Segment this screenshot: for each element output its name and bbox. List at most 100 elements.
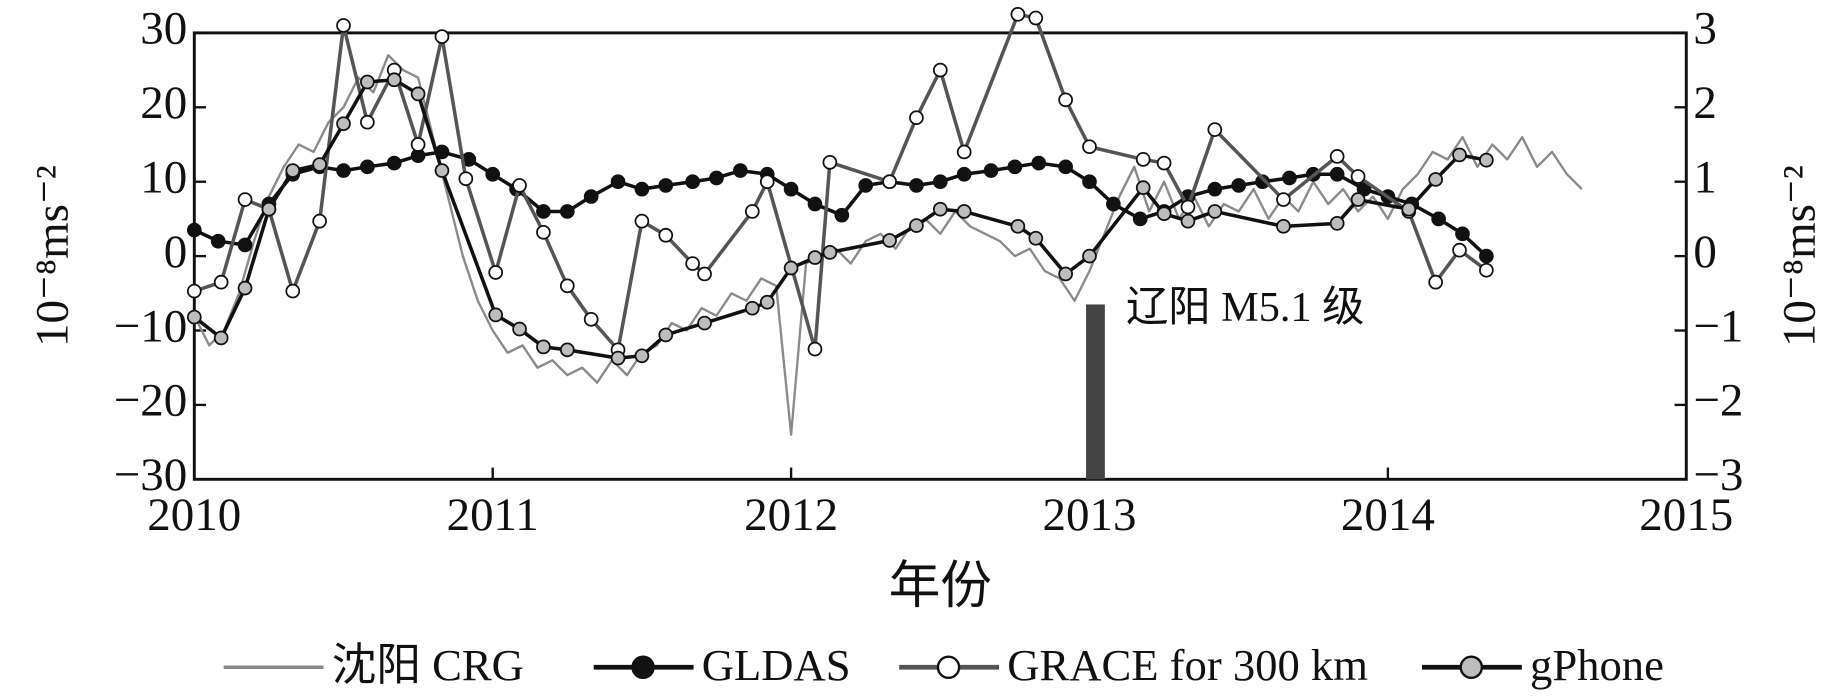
- y2-tick-label: 1: [1693, 151, 1717, 203]
- data-point: [1180, 199, 1196, 215]
- data-point: [1231, 178, 1247, 193]
- y2-tick-label: −3: [1693, 449, 1743, 501]
- data-point: [783, 260, 799, 276]
- data-point: [733, 163, 748, 178]
- data-point: [956, 204, 972, 219]
- x-tick-label: 2011: [447, 489, 539, 541]
- data-point: [386, 72, 402, 88]
- data-point: [932, 174, 948, 190]
- data-point: [834, 207, 850, 223]
- data-point: [882, 233, 897, 248]
- data-point: [1431, 211, 1446, 227]
- data-point: [1329, 216, 1345, 231]
- y2-tick-label: −1: [1693, 300, 1743, 352]
- data-point: [1255, 174, 1270, 190]
- x-tick-label: 2015: [1639, 489, 1733, 541]
- data-point: [822, 245, 838, 260]
- data-point: [658, 178, 674, 193]
- data-point: [1207, 181, 1223, 197]
- data-point: [186, 222, 202, 238]
- data-point: [512, 321, 527, 337]
- data-point: [485, 166, 501, 182]
- data-point: [1082, 174, 1097, 190]
- data-point: [1007, 159, 1023, 175]
- data-point: [697, 266, 712, 282]
- data-point: [1350, 192, 1366, 207]
- legend-marker: [936, 655, 961, 680]
- data-point: [1452, 147, 1467, 163]
- data-point: [237, 237, 253, 253]
- data-point: [488, 307, 504, 323]
- data-point: [559, 204, 575, 219]
- data-point: [610, 174, 626, 190]
- data-point: [1479, 262, 1494, 278]
- y-tick-label: 10: [140, 151, 187, 203]
- data-point: [744, 300, 760, 316]
- data-point: [285, 163, 301, 178]
- data-point: [1132, 211, 1148, 227]
- data-point: [1135, 152, 1151, 167]
- data-point: [685, 256, 700, 271]
- legend-label: 沈阳 CRG: [332, 640, 524, 690]
- x-tick-label: 2014: [1341, 489, 1435, 541]
- data-point: [1058, 92, 1073, 108]
- data-point: [1058, 266, 1073, 282]
- data-point: [312, 213, 327, 229]
- data-point: [1156, 206, 1172, 222]
- data-point: [237, 192, 253, 207]
- data-point: [1455, 226, 1470, 242]
- y-tick-label: 30: [140, 3, 187, 55]
- data-point: [210, 233, 226, 249]
- y-tick-label: −20: [114, 375, 187, 427]
- y-tick-label: 20: [140, 77, 187, 129]
- data-point: [336, 163, 351, 178]
- data-point: [909, 218, 924, 233]
- data-point: [744, 204, 760, 219]
- data-point: [634, 348, 650, 364]
- data-point: [1031, 155, 1047, 171]
- y2-axis-label: 10⁻⁸ms⁻²: [1774, 165, 1826, 347]
- data-point: [1428, 274, 1443, 290]
- data-point: [559, 278, 575, 294]
- plot-area: [186, 6, 1583, 436]
- data-point: [634, 213, 650, 229]
- data-point: [583, 312, 599, 327]
- data-point: [336, 116, 351, 132]
- data-point: [512, 178, 527, 193]
- legend-label: GLDAS: [702, 640, 851, 690]
- data-point: [1028, 230, 1044, 246]
- data-point: [1010, 6, 1026, 22]
- data-point: [983, 163, 999, 178]
- data-point: [312, 157, 327, 172]
- data-point: [410, 137, 426, 152]
- data-point: [186, 309, 202, 325]
- data-point: [1401, 201, 1417, 217]
- data-point: [360, 74, 375, 90]
- event-label: 辽阳 M5.1 级: [1126, 284, 1364, 331]
- data-point: [1058, 159, 1073, 175]
- y2-tick-label: 3: [1693, 3, 1717, 55]
- legend-label: gPhone: [1530, 640, 1664, 690]
- y2-tick-label: 0: [1693, 226, 1717, 278]
- data-point: [536, 204, 551, 219]
- data-point: [932, 201, 948, 217]
- data-point: [709, 170, 724, 186]
- data-point: [1010, 219, 1026, 234]
- data-point: [1180, 213, 1196, 229]
- y-tick-label: −30: [114, 449, 187, 501]
- data-point: [213, 274, 229, 290]
- data-point: [434, 163, 450, 178]
- x-tick-label: 2013: [1043, 489, 1137, 541]
- data-point: [1156, 155, 1172, 171]
- y-axis-label: 10⁻⁸ms⁻²: [27, 165, 79, 347]
- data-point: [783, 181, 799, 197]
- data-point: [759, 294, 775, 310]
- data-point: [1135, 180, 1151, 195]
- event-bar: [1086, 304, 1105, 480]
- data-point: [956, 144, 972, 160]
- data-point: [858, 178, 874, 193]
- data-point: [559, 342, 575, 358]
- data-point: [261, 201, 277, 217]
- data-point: [285, 283, 301, 299]
